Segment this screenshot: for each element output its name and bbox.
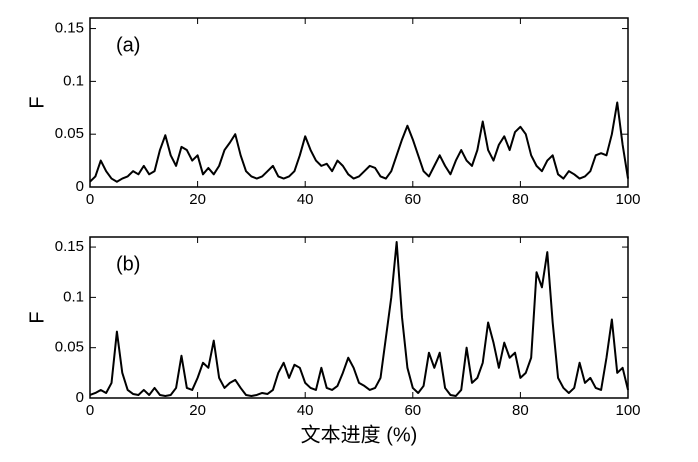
y-tick-label: 0.15 <box>55 20 84 37</box>
x-tick-label: 40 <box>297 402 314 419</box>
x-tick-label: 100 <box>615 191 640 208</box>
x-tick-label: 0 <box>86 191 94 208</box>
x-tick-label: 40 <box>297 191 314 208</box>
x-tick-label: 20 <box>189 402 206 419</box>
y-tick-label: 0 <box>76 389 84 406</box>
y-tick-label: 0.05 <box>55 339 84 356</box>
y-tick-label: 0.1 <box>63 288 84 305</box>
x-tick-label: 80 <box>512 191 529 208</box>
x-tick-label: 100 <box>615 402 640 419</box>
data-line <box>89 101 629 183</box>
x-tick-label: 60 <box>404 191 421 208</box>
y-tick-label: 0.1 <box>63 72 84 89</box>
x-tick-label: 0 <box>86 402 94 419</box>
y-axis-label: F <box>26 96 48 108</box>
y-axis-label: F <box>26 311 48 323</box>
y-tick-label: 0.05 <box>55 125 84 142</box>
x-axis-label: 文本进度 (%) <box>301 423 418 446</box>
x-tick-label: 80 <box>512 402 529 419</box>
data-line <box>89 241 629 397</box>
x-tick-label: 20 <box>189 191 206 208</box>
plot-frame <box>89 236 629 399</box>
y-tick-label: 0 <box>76 178 84 195</box>
panel-label: (a) <box>116 34 140 56</box>
panel-label: (b) <box>116 253 140 275</box>
y-tick-label: 0.15 <box>55 238 84 255</box>
plot-frame <box>89 17 629 188</box>
x-tick-label: 60 <box>404 402 421 419</box>
